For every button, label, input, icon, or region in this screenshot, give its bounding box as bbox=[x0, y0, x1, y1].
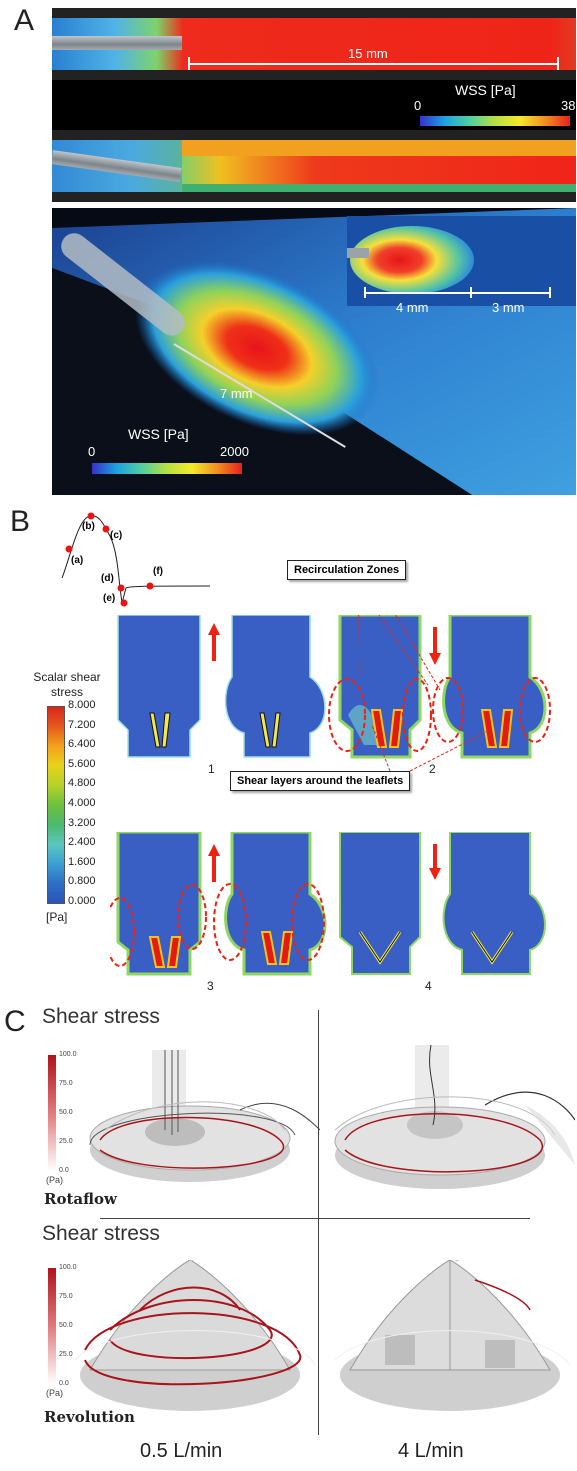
wss-strip-top: 15 mm bbox=[52, 8, 576, 80]
wss-colorbar-top-title: WSS [Pa] bbox=[455, 82, 516, 98]
shear-colorbar-c-tick: 75.0 bbox=[59, 1080, 73, 1087]
shear-colorbar-tick: 0.000 bbox=[68, 895, 96, 907]
shear-colorbar-tick: 4.000 bbox=[68, 797, 96, 809]
wss-colorbar-bottom-min: 0 bbox=[88, 444, 96, 459]
panel-a-label: A bbox=[14, 4, 35, 37]
pump-label-rotaflow: Rotaflow bbox=[44, 1190, 117, 1208]
shear-colorbar-c-tick: 100.0 bbox=[59, 1051, 77, 1058]
rotaflow-high-flow bbox=[334, 1045, 575, 1189]
wss-colorbar-top-bg: WSS [Pa] 0 38 bbox=[52, 80, 576, 130]
shear-colorbar-tick: 0.800 bbox=[68, 875, 96, 888]
revolution-high-flow bbox=[334, 1260, 571, 1411]
waveform-point-f: (f) bbox=[153, 566, 163, 577]
shear-colorbar-c-tick: 25.0 bbox=[59, 1351, 73, 1358]
wss-colorbar-top-max: 38 bbox=[561, 98, 576, 113]
grid-divider-horizontal bbox=[100, 1218, 530, 1219]
waveform-point-e: (e) bbox=[103, 593, 116, 604]
callout-recirculation-zones: Recirculation Zones bbox=[287, 560, 407, 580]
waveform-point-d: (d) bbox=[101, 573, 114, 584]
shear-colorbar-c-tick: 0.0 bbox=[59, 1167, 69, 1174]
shear-stress-title-bottom: Shear stress bbox=[42, 1222, 160, 1245]
shear-colorbar-tick: 3.200 bbox=[68, 816, 96, 829]
wss-strip-bottom bbox=[52, 130, 576, 202]
shear-colorbar-c-unit-top: (Pa) bbox=[46, 1175, 64, 1185]
waveform-point-a: (a) bbox=[71, 555, 84, 566]
frame-label-2: 2 bbox=[429, 762, 436, 776]
callout-shear-layers: Shear layers around the leaflets bbox=[230, 771, 411, 791]
wss-colorbar-bottom-max: 2000 bbox=[220, 444, 249, 459]
frame-label-3: 3 bbox=[207, 979, 214, 993]
shear-colorbar-tick: 2.400 bbox=[68, 836, 96, 849]
revolution-low-flow bbox=[74, 1260, 316, 1411]
wss-3d-view: 4 mm 3 mm 7 mm WSS [Pa] 0 2000 bbox=[52, 208, 576, 495]
shear-colorbar bbox=[47, 706, 65, 904]
panel-c-label: C bbox=[4, 1005, 26, 1038]
shear-colorbar-tick: 1.600 bbox=[68, 855, 96, 868]
valve-frames-row1 bbox=[117, 615, 551, 772]
shear-colorbar-c-top bbox=[48, 1055, 56, 1171]
shear-colorbar-c-tick: 50.0 bbox=[59, 1322, 73, 1329]
shear-colorbar-tick: 4.800 bbox=[68, 777, 96, 790]
shear-colorbar-c-unit-bottom: (Pa) bbox=[46, 1388, 64, 1398]
shear-stress-title-top: Shear stress bbox=[42, 1005, 160, 1028]
scale-text-7mm: 7 mm bbox=[220, 386, 253, 401]
shear-colorbar-tick: 6.400 bbox=[68, 738, 96, 751]
flow-label-high: 4 L/min bbox=[398, 1440, 464, 1462]
flow-label-low: 0.5 L/min bbox=[140, 1440, 223, 1462]
wss-colorbar-top bbox=[420, 116, 570, 126]
frame-label-1: 1 bbox=[208, 762, 215, 776]
frame-label-4: 4 bbox=[425, 979, 432, 993]
shear-colorbar-c-bottom bbox=[48, 1268, 56, 1384]
wss-colorbar-bottom-title: WSS [Pa] bbox=[128, 426, 189, 442]
catheter-icon bbox=[52, 36, 182, 50]
shear-colorbar-title: Scalar shear stress bbox=[33, 670, 101, 699]
scale-line-15mm bbox=[188, 63, 558, 65]
scale-text-15mm: 15 mm bbox=[348, 46, 388, 61]
wss-colorbar-bottom bbox=[92, 463, 242, 474]
pump-label-revolution: Revolution bbox=[44, 1408, 135, 1426]
shear-colorbar-tick: 8.000 bbox=[68, 699, 96, 711]
valve-frames-row2 bbox=[110, 832, 546, 976]
rotaflow-low-flow bbox=[89, 1050, 320, 1182]
grid-divider-vertical bbox=[318, 1010, 319, 1435]
shear-colorbar-c-tick: 0.0 bbox=[59, 1380, 69, 1387]
shear-colorbar-unit: [Pa] bbox=[46, 910, 68, 924]
panel-b-label: B bbox=[10, 505, 31, 538]
wss-colorbar-top-min: 0 bbox=[414, 98, 422, 113]
shear-colorbar-c-tick: 75.0 bbox=[59, 1293, 73, 1300]
shear-colorbar-c-tick: 25.0 bbox=[59, 1138, 73, 1145]
pressure-waveform bbox=[61, 512, 210, 607]
inset-scale-3mm: 3 mm bbox=[492, 300, 525, 315]
inset-scale-4mm: 4 mm bbox=[396, 300, 429, 315]
shear-colorbar-tick: 5.600 bbox=[68, 757, 96, 770]
waveform-point-c: (c) bbox=[110, 530, 123, 541]
shear-colorbar-tick: 7.200 bbox=[68, 718, 96, 731]
shear-colorbar-c-tick: 50.0 bbox=[59, 1109, 73, 1116]
shear-colorbar-c-tick: 100.0 bbox=[59, 1264, 77, 1271]
waveform-point-b: (b) bbox=[82, 521, 95, 532]
